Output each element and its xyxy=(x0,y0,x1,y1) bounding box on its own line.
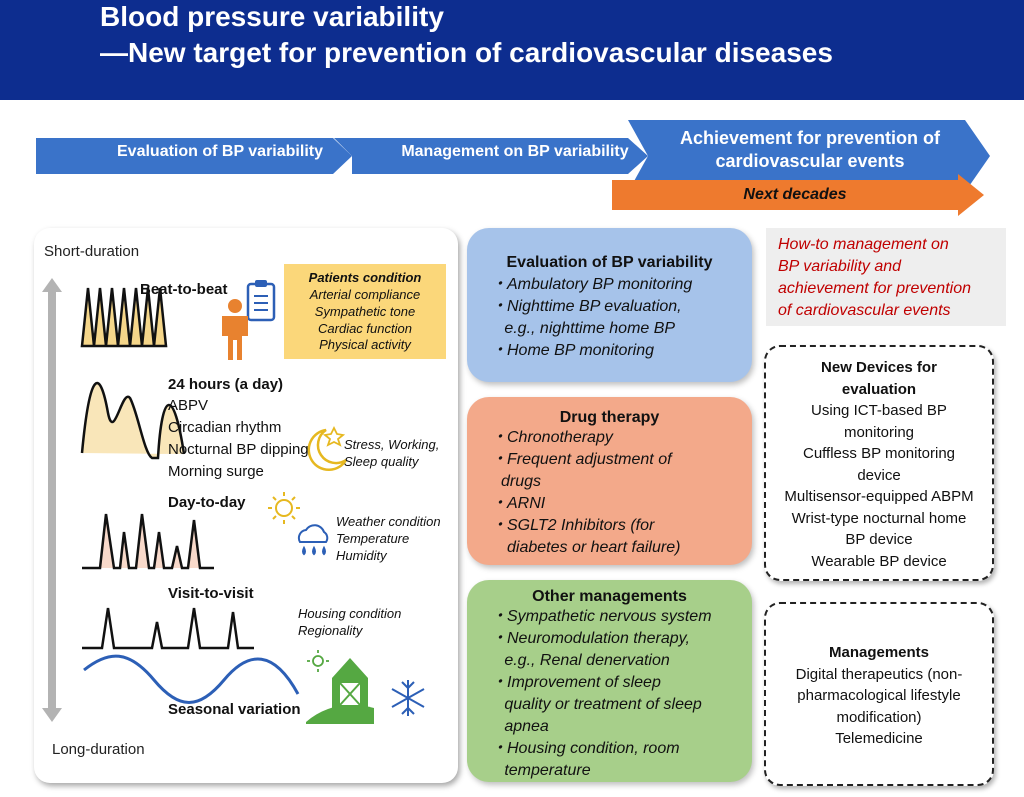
devices-item: Using ICT-based BP xyxy=(811,402,947,419)
arrow-step2-shape xyxy=(334,138,648,174)
snowflake-icon xyxy=(391,680,425,716)
duration-arrow xyxy=(42,278,62,722)
cloud-rain-icon xyxy=(297,524,329,556)
other-managements-box: Other managements ・Sympathetic nervous s… xyxy=(467,580,752,782)
visit-to-visit-label: Visit-to-visit xyxy=(168,585,254,602)
managements-item: pharmacological lifestyle xyxy=(797,687,961,704)
process-arrows xyxy=(36,120,990,216)
stress-label: Stress, Working, xyxy=(344,437,440,452)
seasonal-wave xyxy=(83,654,300,704)
managements-box: Managements Digital therapeutics (non- p… xyxy=(764,602,994,786)
howto-line: of cardiovascular events xyxy=(778,302,951,319)
other-item: ・Housing condition, room xyxy=(491,740,680,757)
next-decades-label: Next decades xyxy=(743,186,847,203)
other-item: e.g., Renal denervation xyxy=(491,652,670,669)
drug-item: ・Frequent adjustment of xyxy=(491,451,672,468)
stress-label: Sleep quality xyxy=(344,454,419,469)
managements-item: Digital therapeutics (non- xyxy=(795,665,963,683)
hours24-item: ABPV xyxy=(168,397,209,414)
drug-item: drugs xyxy=(501,473,542,490)
housing-label: Housing condition xyxy=(298,606,402,621)
arrow-step3-label-2: cardiovascular events xyxy=(715,151,905,171)
drug-therapy-title: Drug therapy xyxy=(559,409,660,426)
devices-item: BP device xyxy=(845,531,913,548)
housing-label: Regionality xyxy=(298,623,363,638)
title-line-1: Blood pressure variability xyxy=(100,1,444,32)
day-to-day-label: Day-to-day xyxy=(168,494,246,511)
small-sun-icon xyxy=(307,650,329,672)
devices-item: Wearable BP device xyxy=(811,552,947,570)
patients-condition-item: Sympathetic tone xyxy=(314,304,416,319)
devices-item: device xyxy=(857,466,901,484)
moon-icon xyxy=(307,425,348,472)
drug-item: ・ARNI xyxy=(491,495,546,512)
evaluation-box: Evaluation of BP variability ・Ambulatory… xyxy=(467,228,752,382)
drug-item: ・Chronotherapy xyxy=(491,429,613,446)
drug-item: diabetes or heart failure) xyxy=(507,539,681,556)
waveforms xyxy=(42,278,425,724)
devices-title: New Devices for xyxy=(821,359,937,376)
other-item: apnea xyxy=(491,718,549,735)
arrow-step1-shape xyxy=(36,138,352,174)
weather-label: Temperature xyxy=(336,531,410,546)
arrow-step2-label: Management on BP variability xyxy=(401,143,629,160)
other-item: quality or treatment of sleep xyxy=(491,696,702,713)
evaluation-item: ・Home BP monitoring xyxy=(491,342,655,359)
managements-title: Managements xyxy=(828,644,930,661)
devices-item: monitoring xyxy=(843,423,915,441)
person-icon xyxy=(222,299,248,360)
circadian-wave xyxy=(80,381,186,460)
evaluation-title: Evaluation of BP variability xyxy=(506,254,713,271)
beat-to-beat-label: Beat-to-beat xyxy=(140,281,228,298)
howto-box: How-to management on BP variability and … xyxy=(766,228,1006,326)
short-duration-label: Short-duration xyxy=(44,243,140,260)
evaluation-item: e.g., nighttime home BP xyxy=(491,320,676,337)
beat-to-beat-wave xyxy=(80,287,168,348)
patients-condition-box xyxy=(284,264,446,359)
weather-label: Humidity xyxy=(336,548,387,563)
header-banner: Blood pressure variability —New target f… xyxy=(0,0,1024,100)
howto-line: How-to management on xyxy=(778,236,949,253)
new-devices-box: New Devices for evaluation Using ICT-bas… xyxy=(764,345,994,581)
arrow-step3-shape xyxy=(628,120,990,192)
other-item: temperature xyxy=(491,762,591,779)
long-duration-label: Long-duration xyxy=(52,741,145,758)
devices-title: evaluation xyxy=(841,380,917,398)
patients-condition-item: Cardiac function xyxy=(318,321,412,336)
howto-line: BP variability and xyxy=(778,258,902,275)
title-line-2: —New target for prevention of cardiovasc… xyxy=(100,37,833,68)
next-decades-arrow xyxy=(612,174,984,216)
other-item: ・Neuromodulation therapy, xyxy=(491,630,690,647)
drug-therapy-box: Drug therapy ・Chronotherapy ・Frequent ad… xyxy=(467,397,752,565)
managements-item: Telemedicine xyxy=(835,730,923,747)
hours24-title: 24 hours (a day) xyxy=(168,376,284,393)
hours24-item: Nocturnal BP dipping xyxy=(168,441,309,458)
managements-item: modification) xyxy=(836,708,922,726)
other-item: ・Sympathetic nervous system xyxy=(491,608,712,625)
patients-condition-item: Physical activity xyxy=(319,337,411,352)
other-item: ・Improvement of sleep xyxy=(491,674,661,691)
visit-to-visit-wave xyxy=(82,607,254,650)
clipboard-icon xyxy=(246,280,276,322)
weather-label: Weather condition xyxy=(336,514,441,529)
seasonal-label: Seasonal variation xyxy=(168,701,301,718)
sun-icon xyxy=(268,492,300,524)
hours24-item: Morning surge xyxy=(168,463,264,480)
patients-condition-title: Patients condition xyxy=(308,270,422,285)
barn-icon xyxy=(306,658,374,724)
devices-item: Multisensor-equipped ABPM xyxy=(784,488,974,505)
other-managements-title: Other managements xyxy=(532,588,687,605)
howto-line: achievement for prevention xyxy=(778,280,971,297)
devices-item: Wrist-type nocturnal home xyxy=(791,509,967,527)
evaluation-item: ・Ambulatory BP monitoring xyxy=(491,276,693,293)
patients-condition-item: Arterial compliance xyxy=(309,287,421,302)
devices-item: Cuffless BP monitoring xyxy=(802,445,956,462)
day-to-day-wave xyxy=(82,513,214,570)
arrow-step1-label: Evaluation of BP variability xyxy=(117,143,323,160)
drug-item: ・SGLT2 Inhibitors (for xyxy=(491,517,655,534)
evaluation-item: ・Nighttime BP evaluation, xyxy=(491,298,682,315)
hours24-item: Circadian rhythm xyxy=(168,419,282,436)
arrow-step3-label-1: Achievement for prevention of xyxy=(679,128,941,148)
